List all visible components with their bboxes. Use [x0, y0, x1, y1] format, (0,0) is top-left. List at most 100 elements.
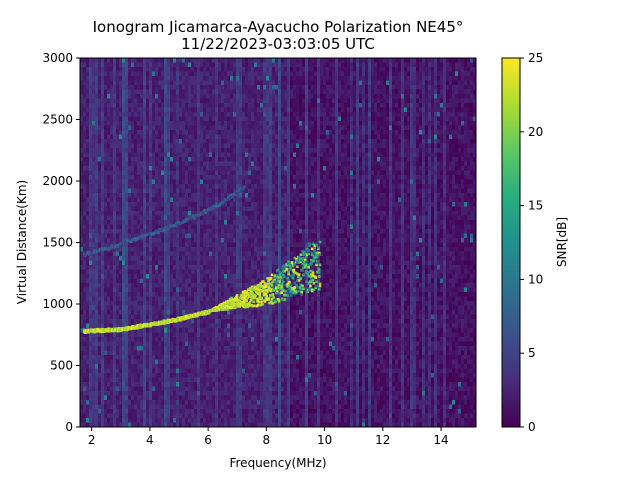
- noise-cell: [197, 89, 201, 95]
- noise-cell: [221, 332, 225, 338]
- noise-cell: [242, 373, 246, 378]
- noise-cell: [152, 220, 156, 225]
- noise-cell: [203, 274, 207, 279]
- noise-cell: [164, 269, 168, 275]
- noise-cell: [149, 364, 153, 369]
- noise-cell: [206, 278, 210, 284]
- noise-cell: [155, 202, 159, 207]
- noise-cell: [134, 391, 138, 396]
- noise-cell: [83, 112, 87, 117]
- noise-cell: [236, 314, 240, 320]
- noise-cell: [224, 409, 228, 414]
- noise-cell: [158, 157, 162, 162]
- noise-cell: [116, 211, 120, 216]
- noise-cell: [122, 373, 126, 378]
- noise-cell: [92, 130, 96, 135]
- noise-cell: [245, 332, 249, 338]
- noise-cell: [86, 256, 90, 261]
- noise-cell: [236, 98, 240, 104]
- noise-cell: [254, 76, 258, 81]
- noise-cell: [221, 76, 225, 81]
- noise-cell: [107, 418, 111, 423]
- noise-cell: [83, 211, 87, 216]
- noise-cell: [164, 125, 168, 131]
- noise-cell: [83, 121, 87, 126]
- noise-cell: [167, 350, 171, 356]
- noise-cell: [158, 152, 162, 158]
- noise-cell: [221, 409, 225, 414]
- noise-cell: [122, 157, 126, 162]
- noise-cell: [185, 346, 189, 351]
- noise-cell: [224, 139, 228, 144]
- noise-cell: [215, 314, 219, 320]
- noise-cell: [134, 62, 138, 68]
- noise-cell: [134, 242, 138, 248]
- noise-cell: [107, 283, 111, 288]
- noise-cell: [116, 274, 120, 279]
- noise-cell: [236, 337, 240, 342]
- noise-cell: [131, 265, 135, 270]
- noise-cell: [122, 238, 126, 243]
- noise-cell: [212, 278, 216, 284]
- noise-cell: [209, 148, 213, 153]
- noise-cell: [158, 179, 162, 185]
- noise-cell: [104, 161, 108, 167]
- noise-cell: [185, 157, 189, 162]
- noise-cell: [134, 400, 138, 405]
- noise-cell: [257, 359, 261, 365]
- noise-cell: [140, 157, 144, 162]
- noise-cell: [227, 179, 231, 185]
- noise-cell: [203, 67, 207, 72]
- noise-cell: [125, 332, 129, 338]
- noise-cell: [194, 301, 198, 306]
- noise-cell: [140, 98, 144, 104]
- noise-cell: [161, 269, 165, 275]
- noise-cell: [152, 139, 156, 144]
- noise-cell: [227, 409, 231, 414]
- noise-cell: [188, 409, 192, 414]
- noise-cell: [242, 134, 246, 140]
- noise-cell: [95, 301, 99, 306]
- noise-cell: [248, 202, 252, 207]
- noise-cell: [203, 62, 207, 68]
- noise-cell: [164, 238, 168, 243]
- noise-cell: [248, 125, 252, 131]
- noise-cell: [149, 112, 153, 117]
- noise-cell: [203, 224, 207, 230]
- noise-cell: [212, 107, 216, 113]
- noise-cell: [146, 220, 150, 225]
- noise-cell: [89, 305, 93, 311]
- noise-cell: [89, 220, 93, 225]
- noise-cell: [98, 278, 102, 284]
- noise-cell: [251, 112, 255, 117]
- noise-cell: [242, 71, 246, 77]
- noise-cell: [143, 422, 147, 427]
- noise-cell: [155, 116, 159, 122]
- noise-cell: [209, 382, 213, 387]
- noise-cell: [248, 215, 252, 221]
- noise-cell: [248, 359, 252, 365]
- noise-cell: [101, 400, 105, 405]
- noise-cell: [215, 292, 219, 297]
- noise-cell: [227, 328, 231, 333]
- noise-cell: [164, 355, 168, 360]
- noise-cell: [89, 139, 93, 144]
- noise-cell: [110, 215, 114, 221]
- noise-cell: [110, 251, 114, 257]
- noise-cell: [215, 233, 219, 239]
- noise-cell: [149, 130, 153, 135]
- noise-cell: [155, 179, 159, 185]
- noise-cell: [131, 400, 135, 405]
- noise-cell: [242, 107, 246, 113]
- noise-cell: [254, 359, 258, 365]
- noise-cell: [209, 296, 213, 302]
- noise-cell: [146, 328, 150, 333]
- noise-cell: [188, 170, 192, 176]
- noise-cell: [119, 260, 123, 266]
- noise-cell: [131, 215, 135, 221]
- noise-cell: [206, 251, 210, 257]
- noise-cell: [140, 242, 144, 248]
- noise-cell: [125, 211, 129, 216]
- noise-cell: [116, 359, 120, 365]
- noise-cell: [128, 76, 132, 81]
